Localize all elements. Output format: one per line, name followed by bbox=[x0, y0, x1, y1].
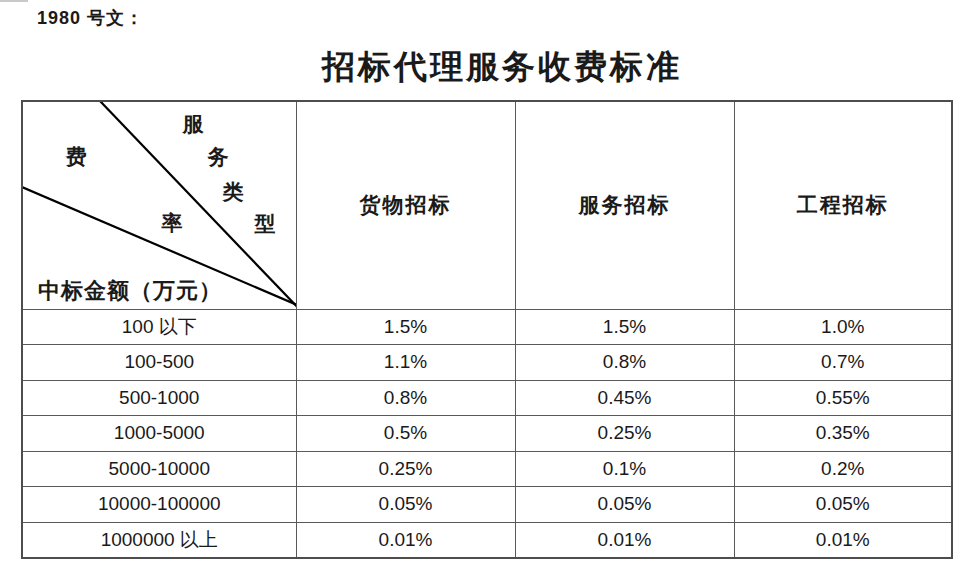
rate-value: 0.8% bbox=[515, 345, 734, 381]
corner-rate-char-1: 费 bbox=[64, 145, 88, 169]
rate-value: 0.01% bbox=[734, 522, 952, 558]
row-label: 1000000 以上 bbox=[22, 522, 296, 558]
rate-value: 0.7% bbox=[734, 345, 952, 381]
table-header-row: 服 务 类 型 费 率 中标金额（万元） 货物招标 服务招标 工程招标 bbox=[22, 101, 952, 309]
column-header-service: 服务招标 bbox=[515, 101, 734, 309]
rate-value: 0.1% bbox=[515, 451, 734, 487]
fee-standard-table: 服 务 类 型 费 率 中标金额（万元） 货物招标 服务招标 工程招标 100 … bbox=[21, 100, 953, 559]
table-row: 100-500 1.1% 0.8% 0.7% bbox=[22, 345, 952, 381]
corner-type-char-3: 类 bbox=[221, 180, 245, 204]
rate-value: 1.0% bbox=[734, 309, 952, 345]
document-page: { "page": { "doc_ref": "1980 号文：", "titl… bbox=[0, 0, 976, 581]
corner-amount-label: 中标金额（万元） bbox=[38, 276, 222, 306]
rate-value: 1.5% bbox=[296, 309, 515, 345]
rate-value: 0.05% bbox=[734, 487, 952, 523]
corner-type-char-2: 务 bbox=[206, 145, 230, 169]
rate-value: 0.01% bbox=[515, 522, 734, 558]
doc-number: 1980 号文： bbox=[37, 6, 144, 30]
table-row: 5000-10000 0.25% 0.1% 0.2% bbox=[22, 451, 952, 487]
column-header-goods: 货物招标 bbox=[296, 101, 515, 309]
rate-value: 0.35% bbox=[734, 416, 952, 452]
corner-header-cell: 服 务 类 型 费 率 中标金额（万元） bbox=[22, 101, 296, 309]
rate-value: 0.45% bbox=[515, 380, 734, 416]
row-label: 100-500 bbox=[22, 345, 296, 381]
corner-type-char-1: 服 bbox=[181, 112, 205, 136]
row-label: 100 以下 bbox=[22, 309, 296, 345]
table-row: 1000000 以上 0.01% 0.01% 0.01% bbox=[22, 522, 952, 558]
table-row: 10000-100000 0.05% 0.05% 0.05% bbox=[22, 487, 952, 523]
scan-edge-artifact bbox=[0, 0, 28, 2]
rate-value: 1.5% bbox=[515, 309, 734, 345]
rate-value: 0.25% bbox=[296, 451, 515, 487]
rate-value: 0.55% bbox=[734, 380, 952, 416]
rate-value: 0.25% bbox=[515, 416, 734, 452]
rate-value: 0.2% bbox=[734, 451, 952, 487]
row-label: 5000-10000 bbox=[22, 451, 296, 487]
rate-value: 0.8% bbox=[296, 380, 515, 416]
corner-rate-char-2: 率 bbox=[160, 211, 184, 235]
rate-value: 0.05% bbox=[515, 487, 734, 523]
row-label: 500-1000 bbox=[22, 380, 296, 416]
column-header-works: 工程招标 bbox=[734, 101, 952, 309]
rate-value: 0.01% bbox=[296, 522, 515, 558]
row-label: 10000-100000 bbox=[22, 487, 296, 523]
table-row: 500-1000 0.8% 0.45% 0.55% bbox=[22, 380, 952, 416]
rate-value: 1.1% bbox=[296, 345, 515, 381]
rate-value: 0.5% bbox=[296, 416, 515, 452]
row-label: 1000-5000 bbox=[22, 416, 296, 452]
page-title: 招标代理服务收费标准 bbox=[28, 45, 976, 90]
table-row: 100 以下 1.5% 1.5% 1.0% bbox=[22, 309, 952, 345]
corner-type-char-4: 型 bbox=[253, 212, 277, 236]
rate-value: 0.05% bbox=[296, 487, 515, 523]
table-row: 1000-5000 0.5% 0.25% 0.35% bbox=[22, 416, 952, 452]
